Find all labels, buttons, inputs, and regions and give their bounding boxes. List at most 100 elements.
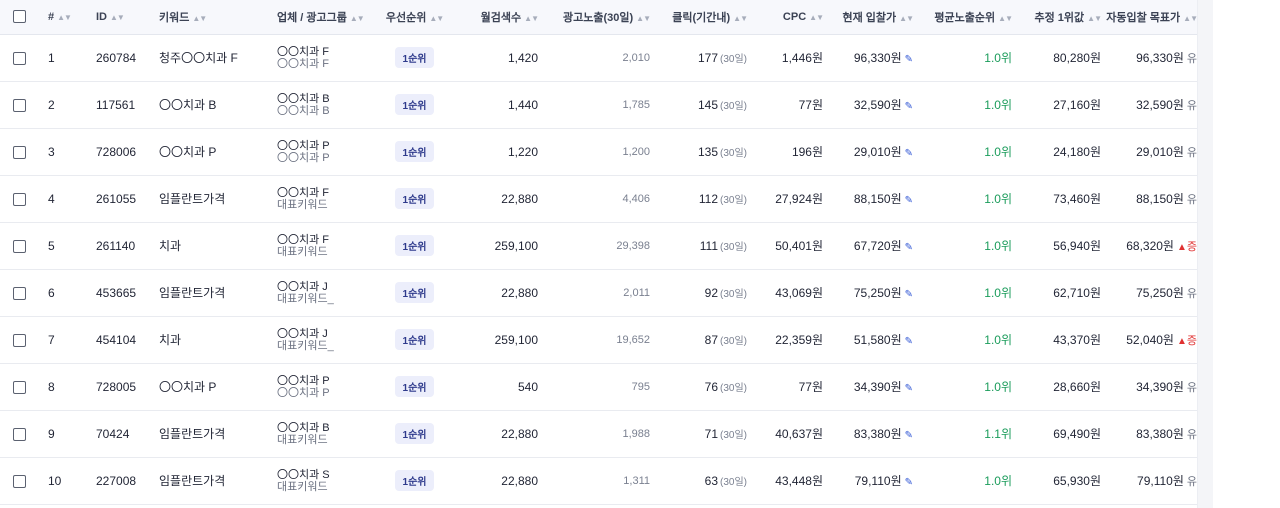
cell-group: 〇〇치과 F 대표키워드 — [277, 175, 381, 222]
column-header-current-bid[interactable]: 현재 입찰가 ▲▼ — [823, 0, 913, 35]
cell-monthly: 1,440 — [507, 97, 538, 112]
cell-keyword[interactable]: 임플란트가격 — [159, 286, 226, 300]
row-checkbox[interactable] — [12, 333, 26, 347]
edit-pencil-icon[interactable]: ✎ — [904, 195, 913, 206]
priority-badge[interactable]: 1순위 — [394, 423, 435, 444]
target-value: 79,110원 — [1137, 474, 1184, 488]
column-header-num[interactable]: # ▲▼ — [38, 0, 96, 35]
cell-num: 8 — [48, 379, 55, 394]
group-adgroup: 대표키워드 — [277, 198, 328, 211]
row-checkbox[interactable] — [12, 145, 26, 159]
cell-keyword[interactable]: 임플란트가격 — [159, 192, 226, 206]
cell-keyword[interactable]: 〇〇치과 P — [159, 145, 217, 159]
row-checkbox[interactable] — [12, 474, 26, 488]
group-company: 〇〇치과 F — [277, 45, 330, 58]
column-header-impressions[interactable]: 광고노출(30일) ▲▼ — [538, 0, 650, 35]
priority-badge[interactable]: 1순위 — [394, 188, 435, 209]
cell-keyword[interactable]: 치과 — [159, 333, 182, 347]
sort-icon[interactable]: ▲▼ — [1183, 13, 1197, 23]
cell-keyword[interactable]: 〇〇치과 B — [159, 98, 217, 112]
column-header-group[interactable]: 업체 / 광고그룹 ▲▼ — [277, 0, 381, 35]
edit-pencil-icon[interactable]: ✎ — [904, 148, 913, 159]
column-header-clicks[interactable]: 클릭(기간내) ▲▼ — [650, 0, 747, 35]
target-value: 34,390원 — [1136, 380, 1184, 394]
table-row[interactable]: 3 728006 〇〇치과 P 〇〇치과 P 〇〇치과 P 1순위 1,220 1… — [0, 128, 1197, 175]
cell-cpc: 27,924원 — [775, 192, 823, 206]
edit-pencil-icon[interactable]: ✎ — [904, 242, 913, 253]
priority-badge[interactable]: 1순위 — [394, 94, 435, 115]
row-checkbox[interactable] — [12, 427, 26, 441]
cell-id: 728005 — [96, 379, 137, 394]
table-row[interactable]: 7 454104 치과 〇〇치과 J 대표키워드_ 1순위 259,100 19,… — [0, 316, 1197, 363]
clicks-value: 71 — [704, 427, 719, 441]
clicks-period: (30일) — [720, 383, 747, 394]
select-all-checkbox[interactable] — [12, 10, 26, 24]
table-row[interactable]: 5 261140 치과 〇〇치과 F 대표키워드 1순위 259,100 29,3… — [0, 222, 1197, 269]
sort-icon[interactable]: ▲▼ — [349, 13, 365, 23]
column-header-id[interactable]: ID ▲▼ — [96, 0, 159, 35]
sort-icon[interactable]: ▲▼ — [429, 13, 444, 23]
cell-impressions: 1,311 — [623, 474, 650, 487]
column-header-est-first[interactable]: 추정 1위값 ▲▼ — [1012, 0, 1101, 35]
group-company: 〇〇치과 S — [277, 468, 330, 481]
cell-impressions: 2,011 — [623, 286, 650, 299]
cell-keyword[interactable]: 청주〇〇치과 F — [159, 51, 238, 65]
bid-value: 29,010원 — [853, 145, 902, 159]
column-header-keyword[interactable]: 키워드 ▲▼ — [159, 0, 277, 35]
table-row[interactable]: 6 453665 임플란트가격 〇〇치과 J 대표키워드_ 1순위 22,880 … — [0, 269, 1197, 316]
column-header-auto-target[interactable]: 자동입찰 목표가 ▲▼ — [1101, 0, 1197, 35]
edit-pencil-icon[interactable]: ✎ — [904, 383, 913, 394]
sort-icon[interactable]: ▲▼ — [733, 13, 747, 23]
cell-avg-rank: 1.0위 — [984, 286, 1012, 300]
row-checkbox[interactable] — [12, 286, 26, 300]
row-checkbox[interactable] — [12, 51, 26, 65]
priority-badge[interactable]: 1순위 — [394, 235, 435, 256]
row-checkbox[interactable] — [12, 192, 26, 206]
sort-icon[interactable]: ▲▼ — [998, 13, 1012, 23]
sort-icon[interactable]: ▲▼ — [636, 13, 650, 23]
edit-pencil-icon[interactable]: ✎ — [904, 289, 913, 300]
sort-icon[interactable]: ▲▼ — [899, 13, 913, 23]
cell-keyword[interactable]: 임플란트가격 — [159, 474, 226, 488]
clicks-value: 135 — [697, 145, 719, 159]
cell-keyword[interactable]: 치과 — [159, 239, 182, 253]
cell-keyword[interactable]: 임플란트가격 — [159, 427, 226, 441]
sort-icon[interactable]: ▲▼ — [1087, 13, 1101, 23]
cell-impressions: 1,785 — [622, 98, 650, 111]
sort-icon[interactable]: ▲▼ — [809, 12, 823, 22]
edit-pencil-icon[interactable]: ✎ — [904, 101, 913, 112]
column-header-cpc[interactable]: CPC ▲▼ — [747, 0, 823, 35]
table-row[interactable]: 10 227008 임플란트가격 〇〇치과 S 대표키워드 1순위 22,880 … — [0, 457, 1197, 504]
edit-pencil-icon[interactable]: ✎ — [904, 477, 913, 488]
edit-pencil-icon[interactable]: ✎ — [904, 336, 913, 347]
priority-badge[interactable]: 1순위 — [394, 470, 435, 491]
sort-icon[interactable]: ▲▼ — [192, 13, 207, 23]
edit-pencil-icon[interactable]: ✎ — [904, 430, 913, 441]
cell-id: 453665 — [96, 285, 137, 300]
table-row[interactable]: 1 260784 청주〇〇치과 F 〇〇치과 F 〇〇치과 F 1순위 1,420… — [0, 34, 1197, 81]
row-checkbox[interactable] — [12, 98, 26, 112]
table-row[interactable]: 8 728005 〇〇치과 P 〇〇치과 P 〇〇치과 P 1순위 540 795… — [0, 363, 1197, 410]
row-checkbox[interactable] — [12, 380, 26, 394]
cell-id: 261140 — [96, 238, 136, 253]
group-adgroup: 대표키워드 — [277, 433, 328, 446]
cell-keyword[interactable]: 〇〇치과 P — [159, 380, 217, 394]
table-row[interactable]: 9 70424 임플란트가격 〇〇치과 B 대표키워드 1순위 22,880 1,… — [0, 410, 1197, 457]
edit-pencil-icon[interactable]: ✎ — [904, 54, 913, 65]
table-row[interactable]: 2 117561 〇〇치과 B 〇〇치과 B 〇〇치과 B 1순위 1,440 1… — [0, 81, 1197, 128]
table-row[interactable]: 4 261055 임플란트가격 〇〇치과 F 대표키워드 1순위 22,880 4… — [0, 175, 1197, 222]
target-status: 유 — [1186, 100, 1197, 112]
column-header-avg-rank[interactable]: 평균노출순위 ▲▼ — [913, 0, 1012, 35]
column-header-monthly[interactable]: 월검색수 ▲▼ — [448, 0, 538, 35]
sort-icon[interactable]: ▲▼ — [524, 13, 538, 23]
sort-icon[interactable]: ▲▼ — [57, 12, 72, 22]
priority-badge[interactable]: 1순위 — [394, 376, 435, 397]
cell-priority: 1순위 — [381, 81, 448, 128]
row-checkbox[interactable] — [12, 239, 26, 253]
priority-badge[interactable]: 1순위 — [394, 282, 435, 303]
priority-badge[interactable]: 1순위 — [394, 47, 435, 68]
column-header-priority[interactable]: 우선순위 ▲▼ — [381, 0, 448, 35]
sort-icon[interactable]: ▲▼ — [110, 12, 125, 22]
priority-badge[interactable]: 1순위 — [394, 329, 435, 350]
priority-badge[interactable]: 1순위 — [394, 141, 435, 162]
